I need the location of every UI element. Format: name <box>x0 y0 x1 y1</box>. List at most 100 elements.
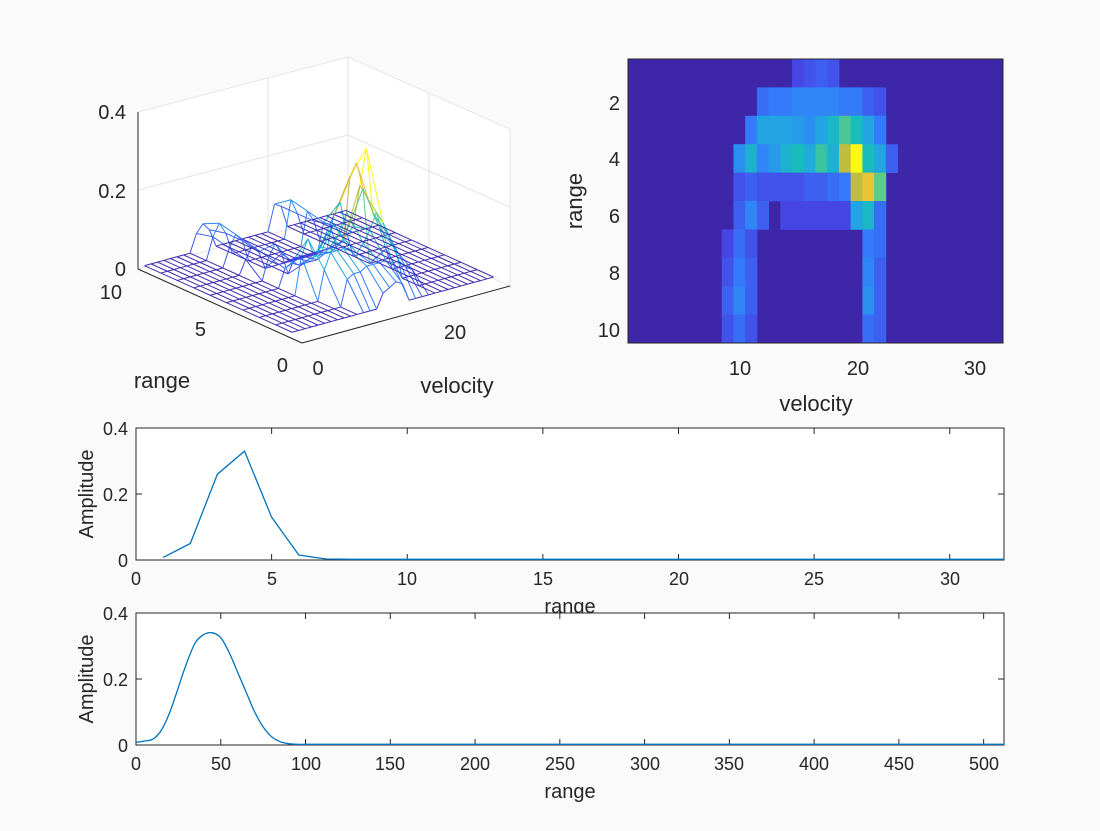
heatmap-cell <box>733 172 746 202</box>
mesh-line <box>362 188 370 264</box>
heatmap-cell <box>745 286 758 315</box>
mesh-line <box>415 296 423 299</box>
mesh-line <box>313 218 331 228</box>
mesh-line <box>372 224 379 228</box>
mesh-line <box>441 289 449 292</box>
mesh-line <box>329 224 347 233</box>
mesh-line <box>271 266 289 275</box>
mesh-line <box>222 289 230 293</box>
x-tick-label: 100 <box>291 754 321 774</box>
mesh-line <box>444 278 462 287</box>
heatmap-y-tick-label: 4 <box>609 149 620 171</box>
velocity-tick-label: 0 <box>312 358 323 380</box>
mesh-line <box>379 262 397 283</box>
heatmap-y-tick-label: 2 <box>609 93 620 115</box>
heatmap-cell <box>862 172 875 202</box>
mesh-line <box>268 253 275 256</box>
heatmap-cell <box>815 59 828 88</box>
mesh-line <box>310 259 318 262</box>
mesh-line <box>170 256 178 260</box>
mesh-line <box>296 213 305 235</box>
mesh-line <box>352 231 370 241</box>
mesh-line <box>282 320 289 324</box>
range-tick-label: 0 <box>277 355 288 377</box>
heatmap-cell <box>827 115 840 145</box>
mesh-line <box>324 321 332 324</box>
mesh-line <box>291 308 309 317</box>
mesh-line <box>382 222 400 262</box>
mesh-line <box>272 313 289 322</box>
mesh-line <box>190 276 207 285</box>
mesh-line <box>392 262 410 301</box>
mesh-line <box>431 281 449 290</box>
mesh-line <box>310 231 328 240</box>
mesh-line <box>180 267 198 276</box>
mesh-line <box>219 280 237 289</box>
mesh-line <box>265 291 283 300</box>
mesh-line <box>235 285 243 289</box>
mesh-line <box>268 300 276 304</box>
heatmap-cell <box>803 144 816 173</box>
mesh-line <box>326 240 344 250</box>
mesh-line <box>226 302 244 311</box>
mesh-line <box>346 233 363 242</box>
mesh-line <box>255 280 263 284</box>
mesh-line <box>408 250 416 254</box>
heatmap-cell <box>874 286 887 315</box>
mesh-line <box>293 222 301 226</box>
mesh-line <box>346 279 365 313</box>
range-axis-line <box>137 268 303 344</box>
mesh-line <box>278 257 295 266</box>
mesh-line <box>330 319 338 323</box>
heatmap-cell <box>874 201 887 230</box>
mesh-line <box>218 222 227 234</box>
mesh-line <box>232 300 250 309</box>
mesh-line <box>206 283 224 293</box>
mesh-line <box>349 244 367 253</box>
mesh-line <box>272 311 279 315</box>
mesh-line <box>258 244 266 247</box>
mesh-line <box>258 251 266 269</box>
heatmap-cell <box>803 172 816 202</box>
mesh-line <box>408 252 426 261</box>
mesh-line <box>186 263 194 267</box>
mesh-line <box>275 300 293 309</box>
heatmap-cell <box>733 286 746 315</box>
mesh-line <box>343 248 351 252</box>
mesh-line <box>301 317 319 326</box>
mesh-line <box>280 206 288 227</box>
x-tick-label: 400 <box>799 754 829 774</box>
mesh-line <box>150 263 168 272</box>
heatmap-cell <box>721 257 734 287</box>
mesh-line <box>222 243 240 253</box>
heatmap-cell <box>756 87 770 117</box>
mesh-line <box>160 270 168 274</box>
mesh-line <box>350 313 358 317</box>
mesh-line <box>275 324 293 333</box>
mesh-line <box>398 265 406 268</box>
mesh-line <box>365 228 383 237</box>
mesh-line <box>252 295 270 304</box>
x-tick-label: 0 <box>131 754 141 774</box>
heatmap-cell <box>850 144 863 173</box>
mesh-line <box>203 272 220 282</box>
mesh-surface <box>144 147 494 333</box>
mesh-line <box>238 274 256 284</box>
mesh-line <box>300 238 309 257</box>
mesh-line <box>228 240 236 243</box>
mesh-line <box>287 224 295 227</box>
mesh-line <box>431 279 439 283</box>
x-tick-label: 150 <box>375 754 405 774</box>
mesh-line <box>275 322 283 326</box>
mesh-line <box>304 260 312 264</box>
mesh-line <box>365 252 383 261</box>
mesh-line <box>353 273 371 312</box>
mesh-line <box>225 232 243 242</box>
mesh-line <box>235 240 253 249</box>
x-tick-label: 500 <box>969 754 999 774</box>
mesh-line <box>311 324 319 328</box>
mesh-line <box>216 269 233 278</box>
mesh-line <box>189 252 207 262</box>
mesh-line <box>398 260 417 299</box>
mesh-line <box>333 175 351 217</box>
